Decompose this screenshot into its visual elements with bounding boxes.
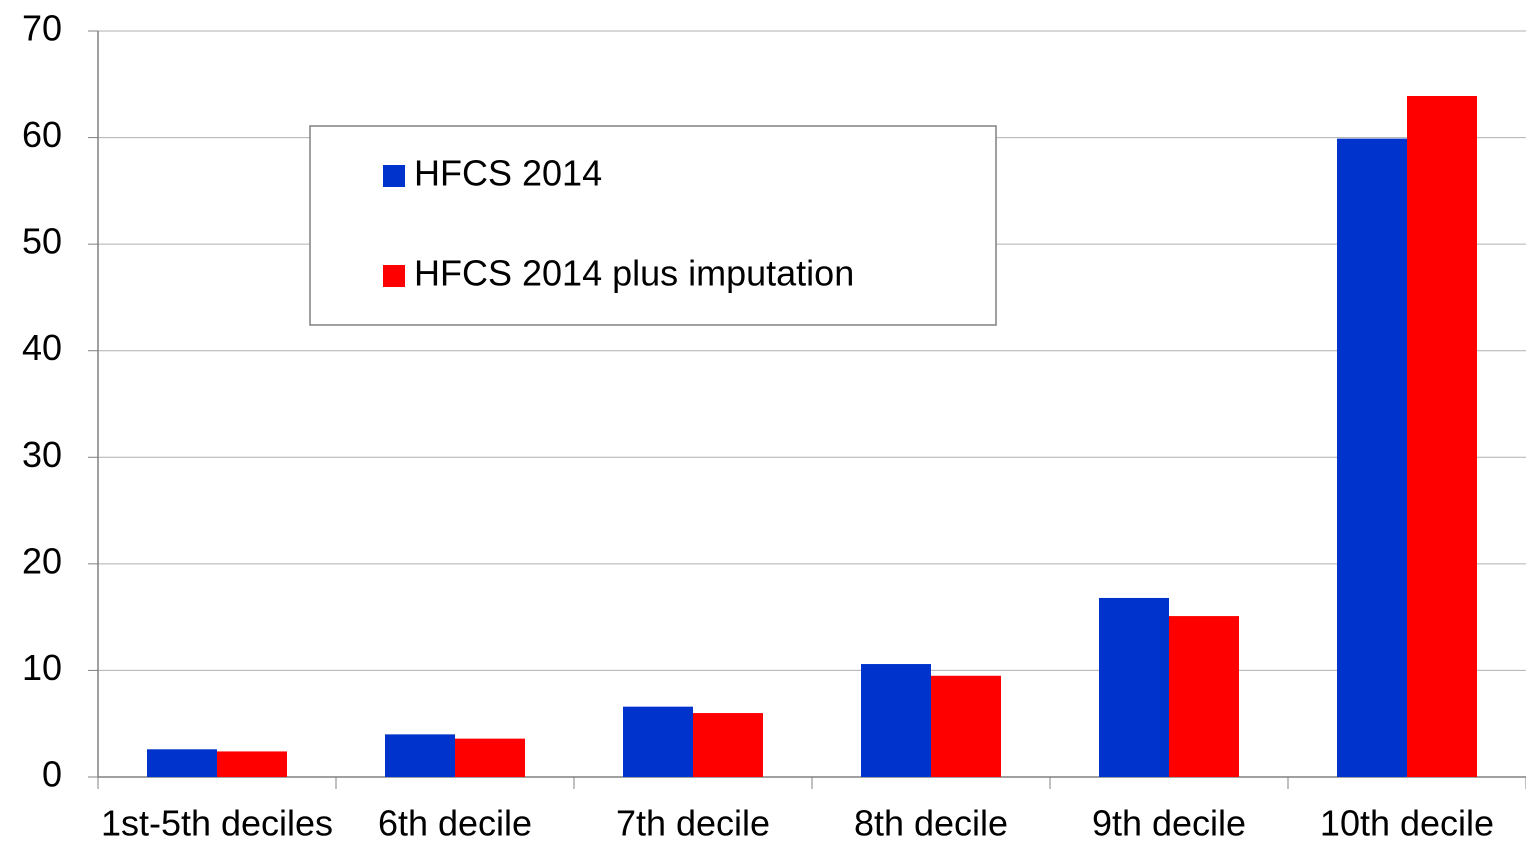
y-tick-label: 20 <box>22 540 62 581</box>
bar <box>1099 597 1169 777</box>
x-tick-label: 1st-5th deciles <box>101 803 333 843</box>
bar <box>385 734 455 777</box>
bar <box>693 713 763 777</box>
bar <box>1337 138 1407 777</box>
legend-label: HFCS 2014 plus imputation <box>414 253 854 294</box>
y-tick-label: 0 <box>42 754 62 795</box>
y-tick-label: 30 <box>22 434 62 475</box>
y-tick-label: 40 <box>22 327 62 368</box>
x-tick-label: 9th decile <box>1092 803 1246 843</box>
bar <box>1169 616 1239 777</box>
x-tick-label: 10th decile <box>1320 803 1494 843</box>
bar <box>623 706 693 777</box>
legend-label: HFCS 2014 <box>414 153 602 194</box>
x-tick-label: 8th decile <box>854 803 1008 843</box>
x-tick-label: 6th decile <box>378 803 532 843</box>
x-tick-label: 7th decile <box>616 803 770 843</box>
y-tick-label: 70 <box>22 8 62 49</box>
legend-swatch <box>383 265 405 287</box>
y-tick-label: 50 <box>22 221 62 262</box>
bar <box>1407 96 1477 778</box>
y-tick-label: 60 <box>22 114 62 155</box>
bar <box>455 738 525 777</box>
bar <box>861 664 931 777</box>
y-tick-label: 10 <box>22 647 62 688</box>
legend-box <box>309 125 997 326</box>
bar <box>147 749 217 777</box>
legend-swatch <box>383 165 405 187</box>
bar <box>931 675 1001 777</box>
bar <box>217 751 287 777</box>
